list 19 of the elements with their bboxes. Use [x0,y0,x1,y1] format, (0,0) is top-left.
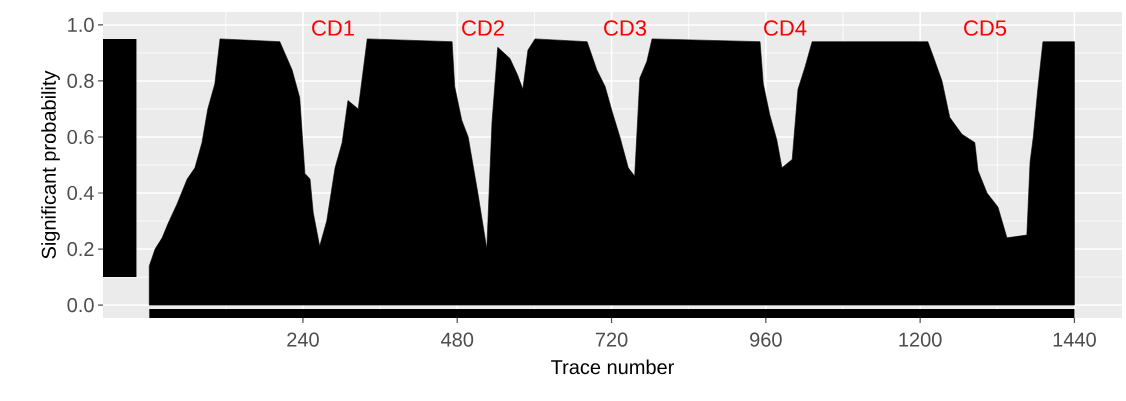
y-tick-label: 0.8 [67,73,94,89]
y-tick-label: 0.0 [67,298,94,313]
y-tick-label: 0.4 [67,185,94,201]
x-tick-label: 1200 [899,332,942,347]
x-axis-title: Trace number [551,359,675,375]
y-tick-label: 0.6 [67,129,94,145]
annotation: CD1 [312,20,354,36]
y-axis-title: Significant probability [41,70,60,259]
annotation: CD5 [964,20,1007,36]
x-tick-label: 720 [595,332,628,347]
x-tick-label: 480 [441,332,474,347]
x-tick-label: 240 [287,332,319,347]
y-tick-label: 1.0 [68,17,94,32]
y-tick-label: 0.2 [67,241,94,257]
annotation: CD4 [764,20,807,36]
annotation: CD2 [462,20,504,36]
x-tick-label: 960 [750,332,782,347]
annotation: CD3 [604,20,647,36]
x-tick-label: 1440 [1053,332,1096,347]
